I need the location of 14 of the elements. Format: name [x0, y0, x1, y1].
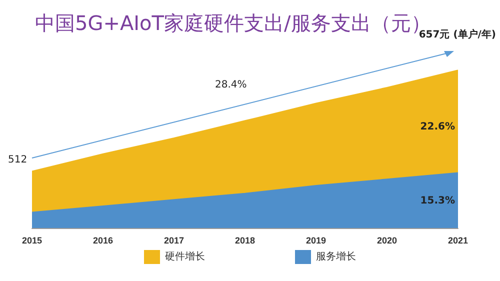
- annotation: 28.4%: [215, 80, 247, 90]
- x-tick-label: 2021: [448, 236, 468, 246]
- x-tick-label: 2019: [306, 236, 326, 246]
- x-tick-label: 2015: [22, 236, 42, 246]
- text: 512: [8, 154, 28, 166]
- x-tick-label: 2016: [92, 236, 114, 246]
- x-tick-label: 2020: [376, 236, 398, 246]
- legend-label: 服务增长: [316, 250, 356, 262]
- x-tick-label: 2018: [234, 236, 256, 246]
- text: 657元 (单户/年): [418, 28, 496, 40]
- legend-label: 硬件增长: [165, 250, 205, 262]
- annotation: 22.6%: [420, 122, 456, 132]
- annotation: 15.3%: [420, 196, 456, 206]
- x-tick-label: 2017: [164, 236, 184, 246]
